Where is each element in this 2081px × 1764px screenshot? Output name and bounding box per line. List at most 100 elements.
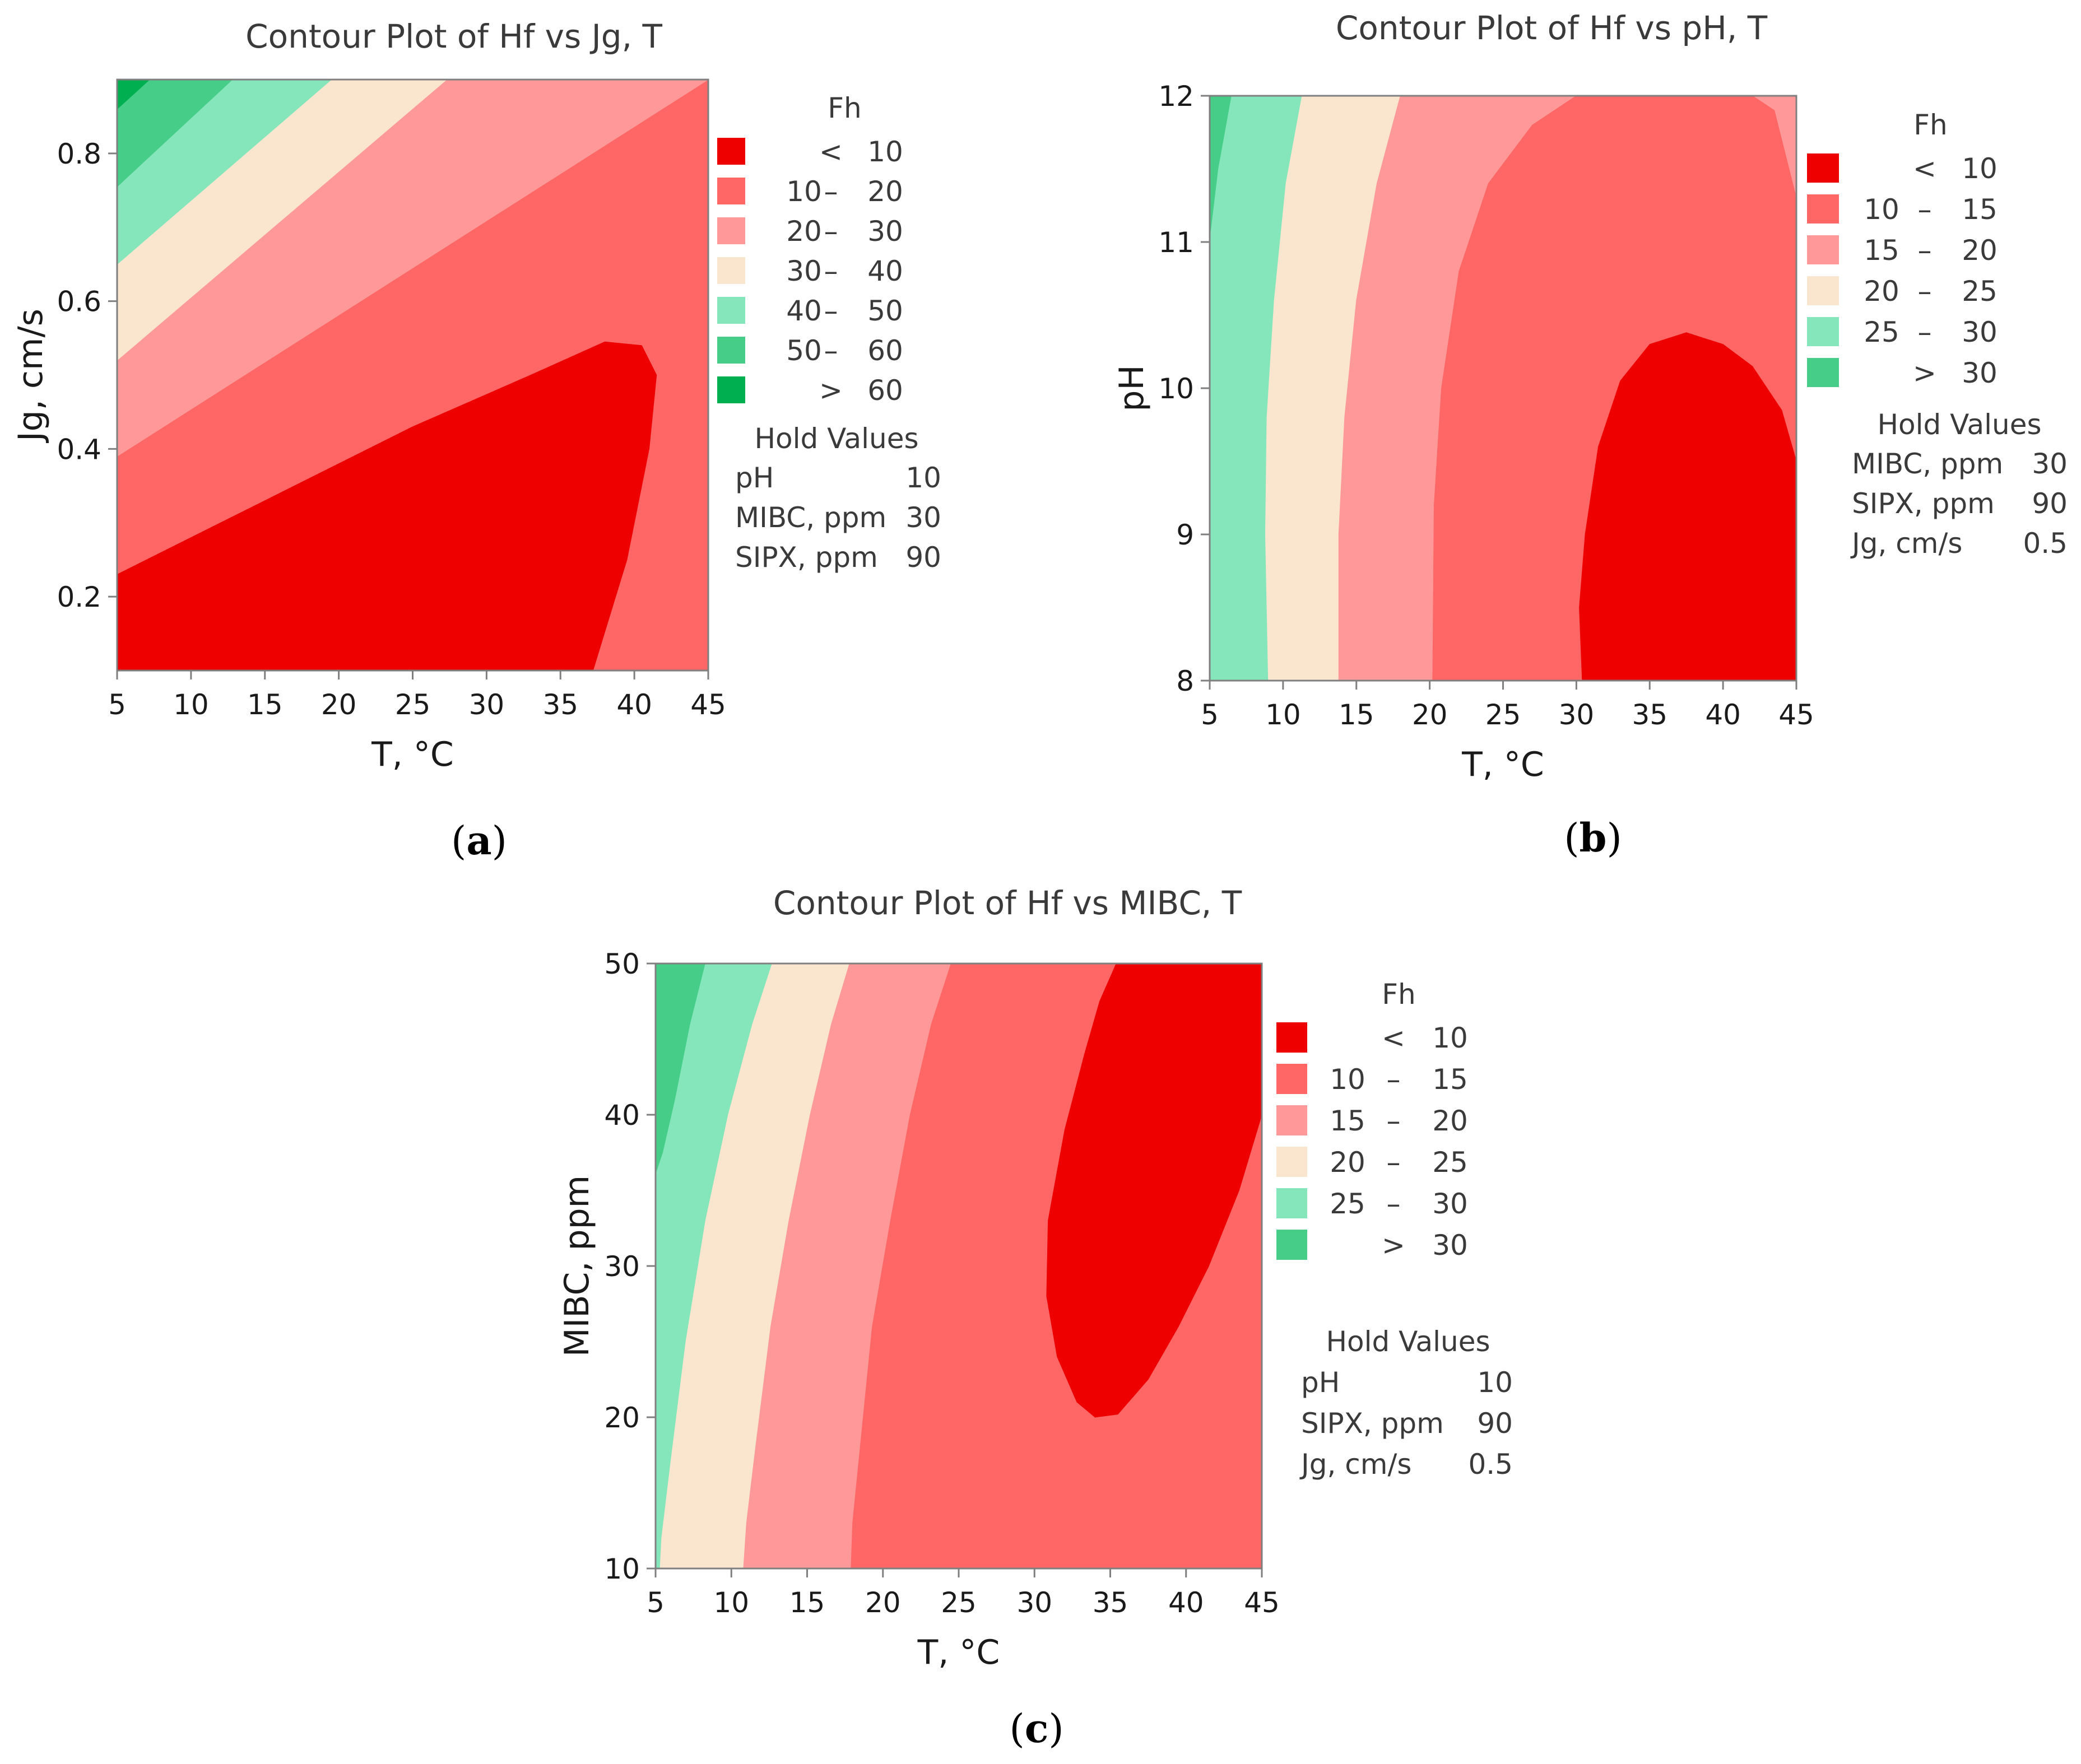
legend-high: 50 xyxy=(867,295,903,327)
legend-title: Fh xyxy=(1382,978,1415,1011)
legend-high: 30 xyxy=(1962,316,1998,348)
hold-value-name: SIPX, ppm xyxy=(735,541,878,574)
chart-title: Contour Plot of Hf vs Jg, T xyxy=(245,17,662,55)
hold-values-title: Hold Values xyxy=(754,422,918,455)
x-axis-label: T, °C xyxy=(371,735,454,774)
y-axis-label: pH xyxy=(1112,365,1151,411)
legend-separator: > xyxy=(1913,357,1936,389)
hold-value-number: 10 xyxy=(1477,1366,1513,1399)
chart-title: Contour Plot of Hf vs pH, T xyxy=(1336,9,1768,47)
x-tick-label: 45 xyxy=(1778,699,1814,731)
hold-values: Hold Values pH 10 MIBC, ppm 30 SIPX, ppm 90 xyxy=(735,422,941,574)
legend-swatch xyxy=(717,178,745,204)
contour-regions xyxy=(117,80,708,671)
legend-swatch xyxy=(1276,1147,1307,1177)
legend-separator: – xyxy=(1387,1063,1401,1096)
legend-high: 10 xyxy=(1962,152,1998,185)
hold-value-number: 90 xyxy=(2032,487,2068,520)
legend-low: 15 xyxy=(1330,1105,1365,1137)
legend-separator: – xyxy=(824,175,838,208)
legend-low: 20 xyxy=(1864,275,1899,308)
contour-region-50-60 xyxy=(117,80,233,187)
legend-separator: – xyxy=(1387,1105,1401,1137)
y-tick-label: 0.6 xyxy=(57,286,101,318)
legend-swatch xyxy=(717,376,745,403)
y-tick-label: 12 xyxy=(1158,80,1194,113)
legend-high: 20 xyxy=(1432,1105,1468,1137)
y-tick-label: 20 xyxy=(604,1402,640,1434)
x-tick-label: 10 xyxy=(1265,699,1301,731)
legend-high: 60 xyxy=(867,334,903,367)
x-tick-label: 30 xyxy=(1016,1586,1052,1619)
x-tick-label: 35 xyxy=(1093,1586,1128,1619)
legend-separator: – xyxy=(824,215,838,248)
legend-swatch xyxy=(1807,194,1839,224)
legend-high: 15 xyxy=(1962,193,1998,226)
x-tick-label: 40 xyxy=(1705,699,1741,731)
chart-title: Contour Plot of Hf vs MIBC, T xyxy=(773,884,1242,922)
panel-caption: (c) xyxy=(1009,1705,1063,1752)
x-tick-label: 10 xyxy=(713,1586,749,1619)
legend-separator: > xyxy=(819,374,843,407)
legend-separator: – xyxy=(1387,1146,1401,1179)
y-tick-label: 40 xyxy=(604,1099,640,1132)
x-tick-label: 40 xyxy=(616,688,652,721)
chart-c: Contour Plot of Hf vs MIBC, T5 10 15 20 25 30… xyxy=(558,884,1513,1752)
legend-title: Fh xyxy=(1913,109,1947,141)
hold-values-title: Hold Values xyxy=(1326,1325,1490,1358)
legend-swatch xyxy=(1807,235,1839,264)
chart-b: Contour Plot of Hf vs pH, T 5 10 15 20 25 30 35… xyxy=(1112,9,2068,861)
hold-value-name: MIBC, ppm xyxy=(735,501,886,534)
legend-swatch xyxy=(717,257,745,284)
x-tick-label: 25 xyxy=(395,688,431,721)
legend-high: 30 xyxy=(1432,1188,1468,1220)
legend-high: 25 xyxy=(1962,275,1998,308)
legend-separator: < xyxy=(1382,1022,1405,1054)
legend-low: 15 xyxy=(1864,234,1899,267)
hold-value-name: MIBC, ppm xyxy=(1852,448,2003,480)
hold-value-name: Jg, cm/s xyxy=(1850,527,1962,560)
hold-values-title: Hold Values xyxy=(1877,408,2041,441)
x-tick-label: 10 xyxy=(173,688,209,721)
y-tick-label: 11 xyxy=(1158,226,1194,259)
y-tick-label: 9 xyxy=(1176,519,1194,551)
legend-swatch xyxy=(1807,317,1839,346)
legend-separator: – xyxy=(824,334,838,367)
contour-regions xyxy=(656,964,1262,1568)
legend-title: Fh xyxy=(828,92,861,124)
hold-values: Hold Values pH 10 SIPX, ppm 90 Jg, cm/s 0.5 xyxy=(1299,1325,1513,1481)
legend-swatch xyxy=(1807,153,1839,183)
legend-separator: > xyxy=(1382,1229,1405,1262)
hold-value-name: pH xyxy=(1301,1366,1340,1399)
legend-separator: – xyxy=(824,295,838,327)
x-tick-label: 20 xyxy=(1412,699,1448,731)
legend-separator: – xyxy=(1918,275,1932,308)
contour-region--10 xyxy=(117,341,657,671)
x-tick-label: 30 xyxy=(469,688,505,721)
legend-low: 25 xyxy=(1330,1188,1365,1220)
contour-regions xyxy=(1210,96,1796,681)
hold-value-number: 90 xyxy=(1477,1407,1513,1440)
hold-value-name: SIPX, ppm xyxy=(1852,487,1995,520)
legend-high: 60 xyxy=(867,374,903,407)
legend-separator: – xyxy=(824,255,838,287)
hold-value-name: Jg, cm/s xyxy=(1299,1448,1411,1481)
legend-swatch xyxy=(717,138,745,165)
contour-region--60 xyxy=(117,80,150,110)
legend-swatch xyxy=(1807,276,1839,305)
hold-value-name: SIPX, ppm xyxy=(1301,1407,1444,1440)
y-tick-label: 50 xyxy=(604,948,640,980)
x-tick-label: 30 xyxy=(1559,699,1595,731)
x-axis-label: T, °C xyxy=(1461,745,1544,784)
legend-low: 25 xyxy=(1864,316,1899,348)
legend-high: 40 xyxy=(867,255,903,287)
y-axis-label: Jg, cm/s xyxy=(11,309,50,444)
x-tick-label: 20 xyxy=(321,688,357,721)
x-tick-label: 40 xyxy=(1168,1586,1204,1619)
legend-low: 10 xyxy=(786,175,822,208)
legend-low: 20 xyxy=(786,215,822,248)
hold-value-name: pH xyxy=(735,462,774,494)
y-tick-label: 10 xyxy=(604,1553,640,1585)
